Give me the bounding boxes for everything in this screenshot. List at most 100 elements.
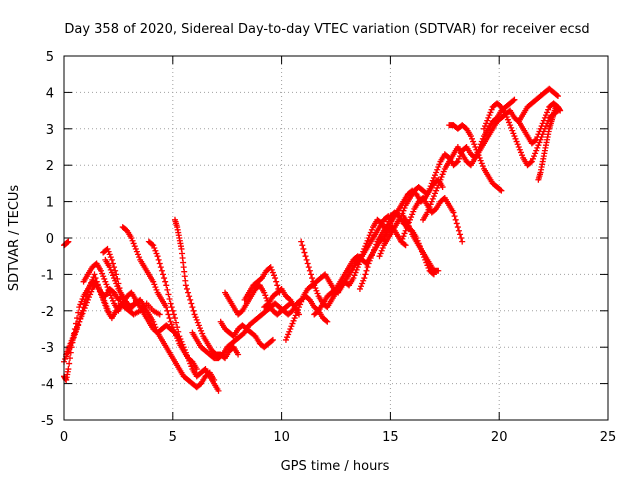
data-point	[290, 317, 297, 324]
data-point	[150, 318, 157, 325]
data-point	[187, 360, 194, 367]
data-point	[261, 289, 268, 296]
data-point	[198, 327, 205, 334]
data-point	[473, 146, 480, 153]
data-point	[366, 257, 373, 264]
data-point	[88, 279, 95, 286]
data-point	[511, 133, 518, 140]
data-point	[428, 180, 435, 187]
data-point	[533, 147, 540, 154]
data-point	[272, 275, 279, 282]
data-point	[192, 314, 199, 321]
data-point	[282, 336, 289, 343]
data-point	[424, 191, 431, 198]
data-point	[422, 256, 429, 263]
data-point	[151, 321, 158, 328]
data-point	[497, 186, 504, 193]
data-point	[71, 329, 78, 336]
data-point	[402, 242, 409, 249]
data-point	[74, 324, 81, 331]
data-point	[517, 149, 524, 156]
data-point	[195, 322, 202, 329]
data-point	[80, 307, 87, 314]
data-point	[97, 267, 104, 274]
data-point	[536, 139, 543, 146]
data-point	[384, 221, 391, 228]
data-point	[191, 311, 198, 318]
data-point	[399, 210, 406, 217]
data-point	[487, 109, 494, 116]
data-point	[358, 283, 365, 290]
data-point	[94, 281, 101, 288]
data-point	[537, 125, 544, 132]
data-point	[385, 218, 392, 225]
data-point	[170, 311, 177, 318]
data-point	[269, 269, 276, 276]
data-point	[179, 341, 186, 348]
data-point	[155, 256, 162, 263]
data-point	[113, 271, 120, 278]
data-point	[151, 281, 158, 288]
data-point	[541, 114, 548, 121]
data-point	[459, 238, 466, 245]
data-point	[369, 249, 376, 256]
data-point	[102, 278, 109, 285]
data-point	[84, 296, 91, 303]
data-point	[65, 238, 72, 245]
data-point	[267, 264, 274, 271]
data-point	[504, 116, 511, 123]
data-point	[75, 321, 82, 328]
data-point	[108, 295, 115, 302]
data-point	[77, 301, 84, 308]
data-point	[104, 245, 111, 252]
data-point	[168, 304, 175, 311]
data-point	[286, 328, 293, 335]
data-point	[235, 351, 242, 358]
data-point	[508, 124, 515, 131]
data-point	[540, 117, 547, 124]
data-point	[511, 96, 518, 103]
data-point	[65, 366, 72, 373]
data-point	[66, 360, 73, 367]
data-point	[158, 267, 165, 274]
data-point	[149, 241, 156, 248]
data-point	[510, 130, 517, 137]
data-point	[100, 295, 107, 302]
data-point	[96, 286, 103, 293]
data-point	[293, 309, 300, 316]
data-point	[470, 138, 477, 145]
data-point	[534, 144, 541, 151]
data-point	[439, 171, 446, 178]
data-point	[364, 264, 371, 271]
data-point	[156, 260, 163, 267]
data-point	[268, 337, 275, 344]
data-point	[305, 264, 312, 271]
data-point	[78, 313, 85, 320]
x-tick-label: 25	[600, 430, 617, 445]
data-point	[432, 190, 439, 197]
data-point	[113, 280, 120, 287]
plot-frame	[63, 55, 609, 421]
data-point	[300, 245, 307, 252]
data-point	[171, 329, 178, 336]
data-point	[132, 245, 139, 252]
data-point	[101, 275, 108, 282]
data-point	[400, 207, 407, 214]
y-tick-label: 1	[46, 196, 54, 211]
data-point	[513, 138, 520, 145]
data-point	[534, 133, 541, 140]
data-point	[134, 251, 141, 258]
data-point	[69, 335, 76, 342]
data-point	[454, 224, 461, 231]
data-point	[99, 270, 106, 277]
data-point	[297, 301, 304, 308]
data-point	[356, 285, 363, 292]
data-point	[92, 275, 99, 282]
data-point	[180, 344, 187, 351]
data-point	[430, 174, 437, 181]
data-point	[107, 254, 114, 261]
data-point	[108, 269, 115, 276]
data-point	[371, 246, 378, 253]
data-point	[428, 198, 435, 205]
data-point	[323, 317, 330, 324]
